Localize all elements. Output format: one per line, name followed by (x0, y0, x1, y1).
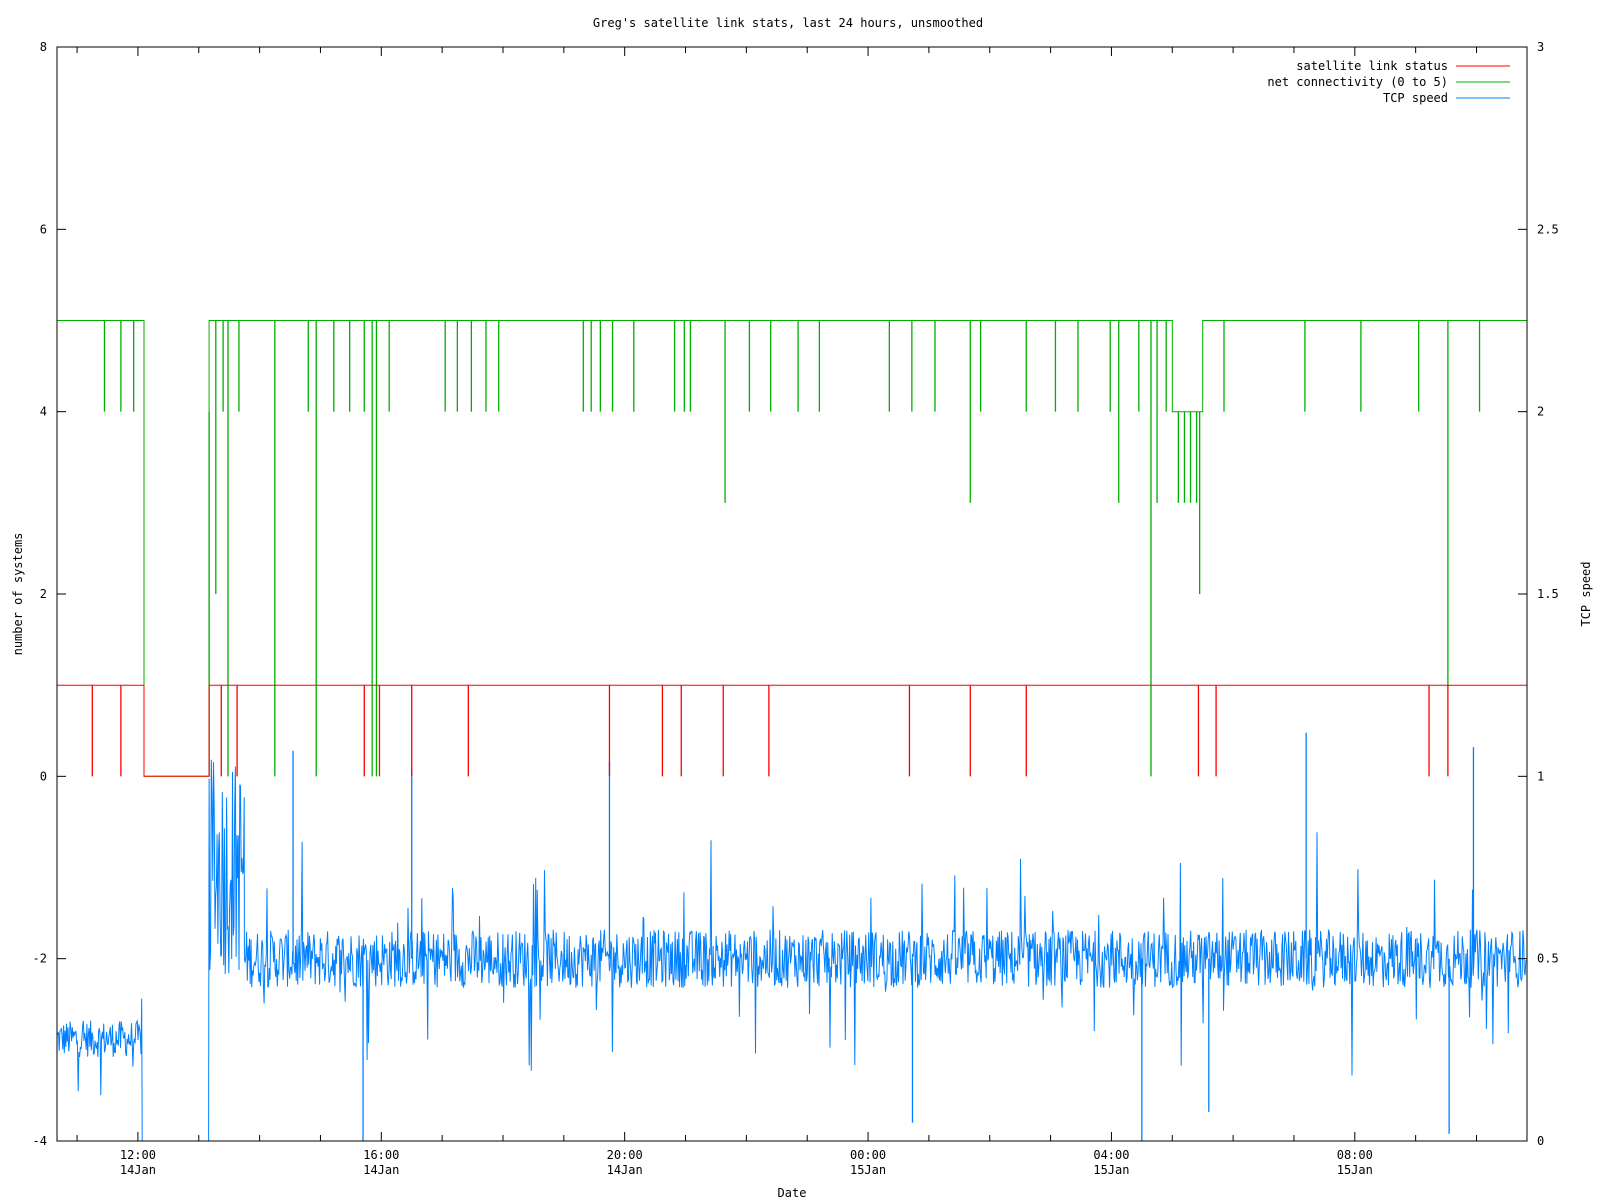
y-axis-label: number of systems (11, 533, 25, 656)
x-tick-label-time: 20:00 (607, 1148, 643, 1162)
plot-series (56, 320, 1527, 1142)
series-line-net-connectivity (57, 320, 1527, 777)
legend-label: TCP speed (1383, 91, 1448, 105)
y-tick-label: 0 (40, 769, 47, 783)
y-tick-label: 6 (40, 222, 47, 236)
y-tick-label: 8 (40, 40, 47, 54)
y2-axis-ticks: 0 0.5 1 1.5 2 2.5 3 (1518, 40, 1559, 1148)
chart-title: Greg's satellite link stats, last 24 hou… (593, 16, 983, 30)
y-tick-label: -4 (33, 1134, 47, 1148)
legend-label: satellite link status (1296, 59, 1448, 73)
x-axis-ticks: 12:0014Jan16:0014Jan20:0014Jan00:0015Jan… (76, 47, 1477, 1177)
x-tick-label-date: 14Jan (120, 1163, 156, 1177)
x-tick-label-date: 14Jan (607, 1163, 643, 1177)
y2-tick-label: 3 (1537, 40, 1544, 54)
x-tick-label-date: 15Jan (1337, 1163, 1373, 1177)
y2-tick-label: 0.5 (1537, 952, 1559, 966)
x-axis-label: Date (778, 1186, 807, 1200)
y2-tick-label: 2.5 (1537, 222, 1559, 236)
y2-axis-label: TCP speed (1579, 561, 1593, 626)
y2-tick-label: 2 (1537, 405, 1544, 419)
y2-tick-label: 0 (1537, 1134, 1544, 1148)
x-tick-label-date: 15Jan (1093, 1163, 1129, 1177)
series-line-tcp-speed (56, 759, 1527, 1142)
y-tick-label: -2 (33, 952, 47, 966)
legend-label: net connectivity (0 to 5) (1267, 75, 1448, 89)
y2-tick-label: 1 (1537, 769, 1544, 783)
y-axis-ticks: -4 -2 0 2 4 6 8 (33, 40, 66, 1148)
legend: satellite link status net connectivity (0… (1267, 59, 1510, 105)
series-line-satellite-link-status (57, 684, 1527, 777)
x-tick-label-time: 00:00 (850, 1148, 886, 1162)
y-tick-label: 2 (40, 587, 47, 601)
x-tick-label-time: 08:00 (1337, 1148, 1373, 1162)
y-tick-label: 4 (40, 405, 47, 419)
y2-tick-label: 1.5 (1537, 587, 1559, 601)
x-tick-label-time: 16:00 (363, 1148, 399, 1162)
x-tick-label-time: 12:00 (120, 1148, 156, 1162)
x-tick-label-date: 15Jan (850, 1163, 886, 1177)
x-tick-label-date: 14Jan (363, 1163, 399, 1177)
x-tick-label-time: 04:00 (1093, 1148, 1129, 1162)
